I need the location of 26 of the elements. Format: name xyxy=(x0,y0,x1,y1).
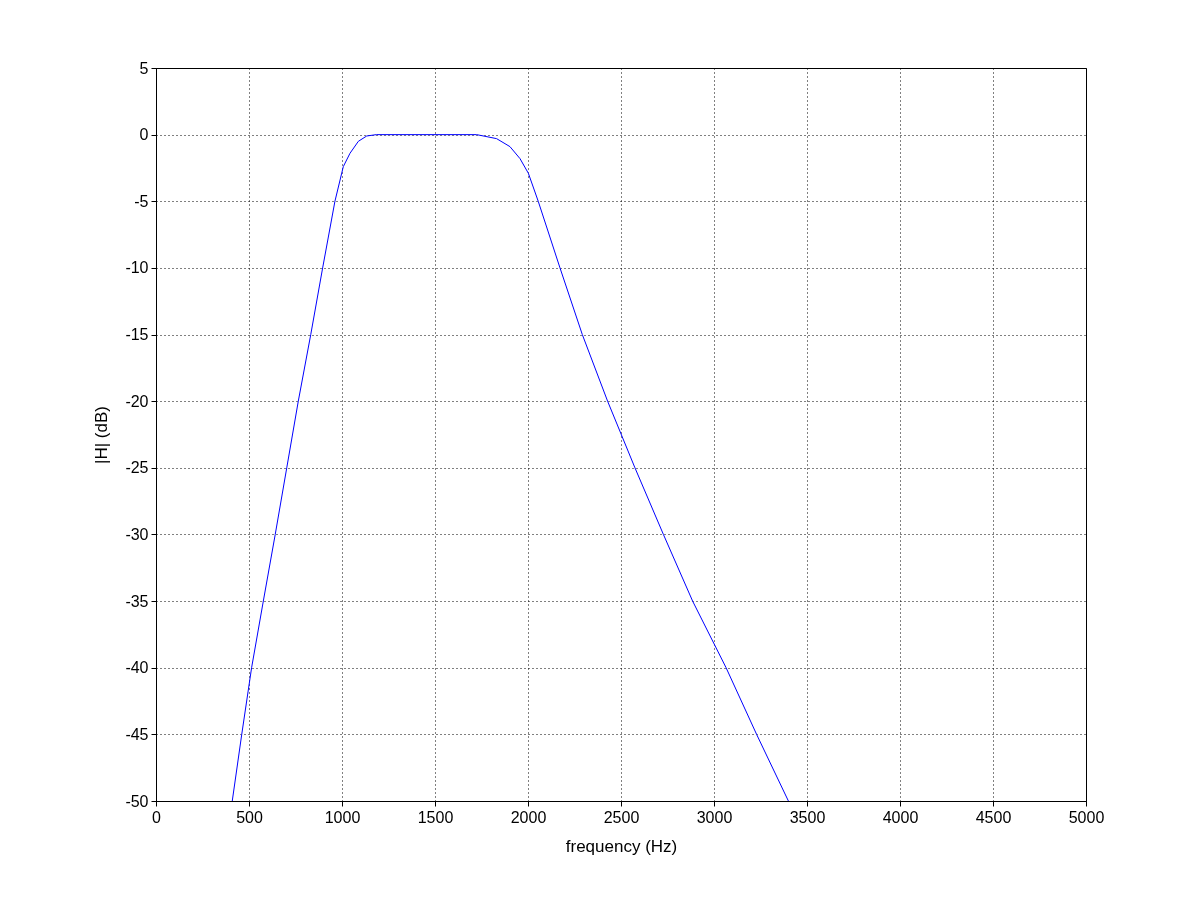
y-tick-label: 5 xyxy=(139,59,149,77)
x-tick-label: 0 xyxy=(152,808,162,826)
x-tick-label: 1000 xyxy=(324,808,361,826)
y-tick-label: -45 xyxy=(125,725,149,743)
line-series xyxy=(231,134,789,801)
x-tick-label: 2500 xyxy=(603,808,640,826)
x-tick-label: 3500 xyxy=(789,808,826,826)
x-tick-label: 4500 xyxy=(975,808,1012,826)
y-tick-label: -20 xyxy=(125,392,149,410)
y-tick-label: -50 xyxy=(125,792,149,810)
y-tick-label: 0 xyxy=(139,126,149,144)
x-tick-label: 3000 xyxy=(696,808,733,826)
y-tick-label: -30 xyxy=(125,525,149,543)
x-tick-label: 5000 xyxy=(1068,808,1105,826)
y-tick-label: -10 xyxy=(125,259,149,277)
y-tick-label: -15 xyxy=(125,326,149,344)
y-tick-label: -5 xyxy=(134,192,149,210)
x-tick-label: 1500 xyxy=(417,808,454,826)
y-tick-label: -40 xyxy=(125,659,149,677)
y-tick-label: -35 xyxy=(125,592,149,610)
x-tick-label: 500 xyxy=(236,808,263,826)
x-axis-title: frequency (Hz) xyxy=(565,836,678,856)
x-tick-label: 4000 xyxy=(882,808,919,826)
y-axis-title: |H| (dB) xyxy=(92,406,112,464)
x-tick-label: 2000 xyxy=(510,808,547,826)
y-tick-label: -25 xyxy=(125,459,149,477)
